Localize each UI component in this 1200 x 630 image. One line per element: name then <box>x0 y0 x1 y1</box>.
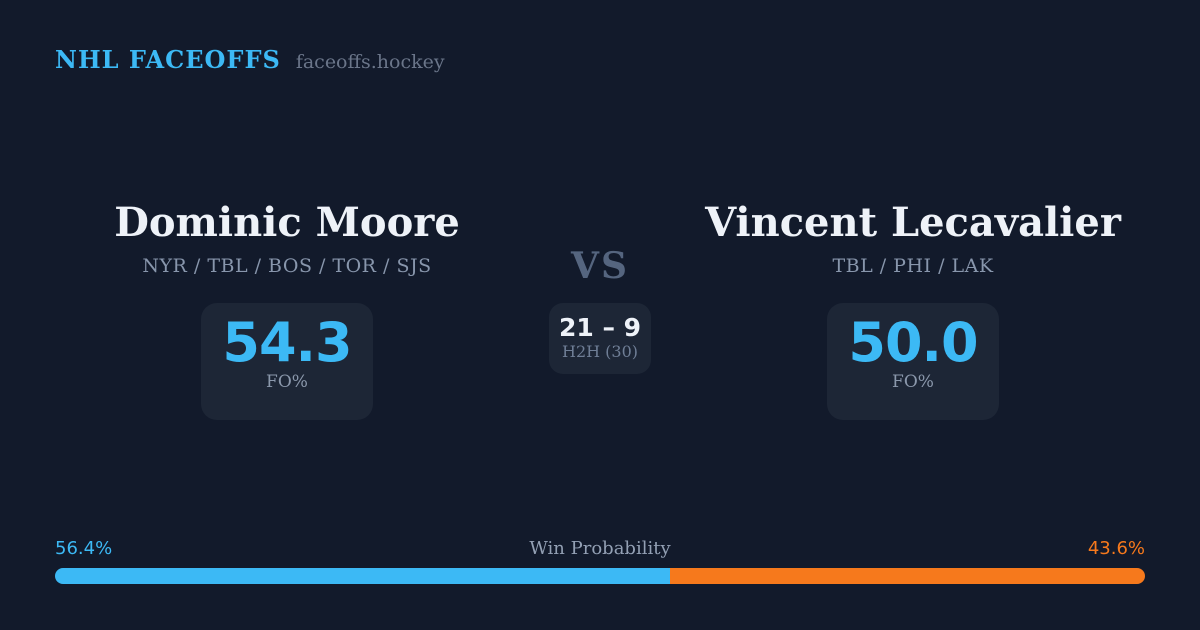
vs-label: VS <box>571 245 629 287</box>
win-probability-bar-right-segment <box>669 568 1145 584</box>
right-player-teams: TBL / PHI / LAK <box>832 255 994 277</box>
left-player-name: Dominic Moore <box>114 199 460 246</box>
brand-logo-text: NHL FACEOFFS <box>55 45 281 74</box>
head-to-head-box: 21 – 9 H2H (30) <box>549 303 651 374</box>
head-to-head-label: H2H (30) <box>561 342 638 361</box>
right-player-name: Vincent Lecavalier <box>705 199 1121 246</box>
right-stat-box: 50.0 FO% <box>827 303 999 420</box>
right-player-column: Vincent Lecavalier TBL / PHI / LAK 50.0 … <box>681 200 1145 420</box>
win-probability-title: Win Probability <box>529 538 671 559</box>
win-probability-left-percentage: 56.4% <box>55 538 113 559</box>
left-faceoff-percentage: 54.3 <box>222 311 352 374</box>
head-to-head-score: 21 – 9 <box>558 313 642 342</box>
center-column: VS 21 – 9 H2H (30) <box>520 246 680 374</box>
right-faceoff-percentage: 50.0 <box>848 311 978 374</box>
right-stat-label: FO% <box>892 372 934 392</box>
win-probability-labels: 56.4% Win Probability 43.6% <box>55 538 1145 562</box>
left-player-teams: NYR / TBL / BOS / TOR / SJS <box>142 255 432 277</box>
left-stat-label: FO% <box>266 372 308 392</box>
left-stat-box: 54.3 FO% <box>201 303 373 420</box>
win-probability-bar-left-segment <box>55 568 670 584</box>
site-url-text: faceoffs.hockey <box>295 51 445 73</box>
header: NHL FACEOFFS faceoffs.hockey <box>55 45 445 74</box>
win-probability-bar <box>55 568 1145 584</box>
win-probability-right-percentage: 43.6% <box>1087 538 1145 559</box>
left-player-column: Dominic Moore NYR / TBL / BOS / TOR / SJ… <box>55 200 519 420</box>
